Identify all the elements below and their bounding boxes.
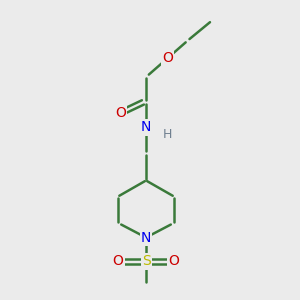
Text: N: N [141,230,151,244]
Text: S: S [142,254,150,268]
Text: H: H [163,128,172,141]
Text: O: O [113,254,124,268]
Text: O: O [162,52,173,65]
Text: O: O [116,106,126,120]
Text: H: H [163,128,172,141]
Text: N: N [141,121,151,134]
Text: O: O [168,254,179,268]
